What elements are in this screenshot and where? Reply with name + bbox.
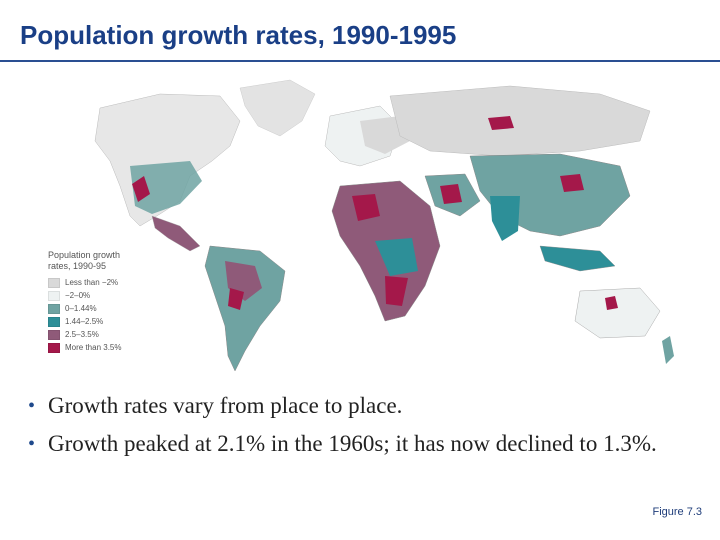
legend-swatch (48, 316, 60, 327)
central-america-region (151, 215, 201, 252)
legend-swatch (48, 329, 60, 340)
legend-label: 2.5–3.5% (65, 330, 99, 339)
legend-title-line1: Population growth (48, 250, 121, 260)
legend-swatch (48, 342, 60, 353)
north-america-hotspot (132, 176, 150, 202)
bullet-text: Growth rates vary from place to place. (48, 393, 403, 418)
legend-item: More than 3.5% (48, 342, 158, 353)
russia-hotspot (488, 116, 514, 130)
legend-label: 0–1.44% (65, 304, 97, 313)
greenland-region (239, 79, 316, 137)
new-zealand-region (662, 336, 674, 364)
legend-label: 1.44–2.5% (65, 317, 104, 326)
south-america-region (204, 245, 286, 372)
southeast-asia-islands (539, 245, 616, 272)
figure-reference: Figure 7.3 (652, 506, 702, 518)
legend-label: −2–0% (65, 291, 91, 300)
india-region (490, 196, 520, 241)
legend-swatch (48, 303, 60, 314)
world-map-svg (94, 79, 674, 372)
bullet-item: • Growth rates vary from place to place. (28, 392, 708, 420)
slide-title: Population growth rates, 1990-1995 (20, 20, 457, 50)
legend-swatch (48, 290, 60, 301)
legend-item: 1.44–2.5% (48, 316, 158, 327)
legend-label: Less than −2% (65, 278, 119, 287)
legend-label: More than 3.5% (65, 343, 122, 352)
world-map (40, 66, 700, 386)
map-legend: Population growth rates, 1990-95 Less th… (48, 250, 158, 355)
north-america-growth (130, 161, 202, 214)
australia-hotspot (605, 296, 618, 310)
legend-item: Less than −2% (48, 277, 158, 288)
africa-hotspot-north (352, 194, 380, 221)
africa-hotspot-south (385, 276, 408, 306)
legend-title-line2: rates, 1990-95 (48, 261, 107, 271)
legend-item: 2.5–3.5% (48, 329, 158, 340)
asia-hotspot (560, 174, 584, 192)
legend-item: −2–0% (48, 290, 158, 301)
south-america-hotspot-2 (228, 288, 244, 310)
legend-swatch (48, 277, 60, 288)
legend-title: Population growth rates, 1990-95 (48, 250, 158, 272)
bullet-list: • Growth rates vary from place to place.… (28, 392, 708, 468)
legend-item: 0–1.44% (48, 303, 158, 314)
bullet-text: Growth peaked at 2.1% in the 1960s; it h… (48, 431, 657, 456)
title-divider (0, 60, 720, 62)
middle-east-hotspot (440, 184, 462, 204)
africa-central (375, 238, 418, 276)
bullet-dot: • (28, 395, 36, 417)
bullet-item: • Growth peaked at 2.1% in the 1960s; it… (28, 430, 708, 458)
australia-region (574, 287, 661, 339)
russia-region (389, 85, 651, 157)
bullet-dot: • (28, 433, 36, 455)
